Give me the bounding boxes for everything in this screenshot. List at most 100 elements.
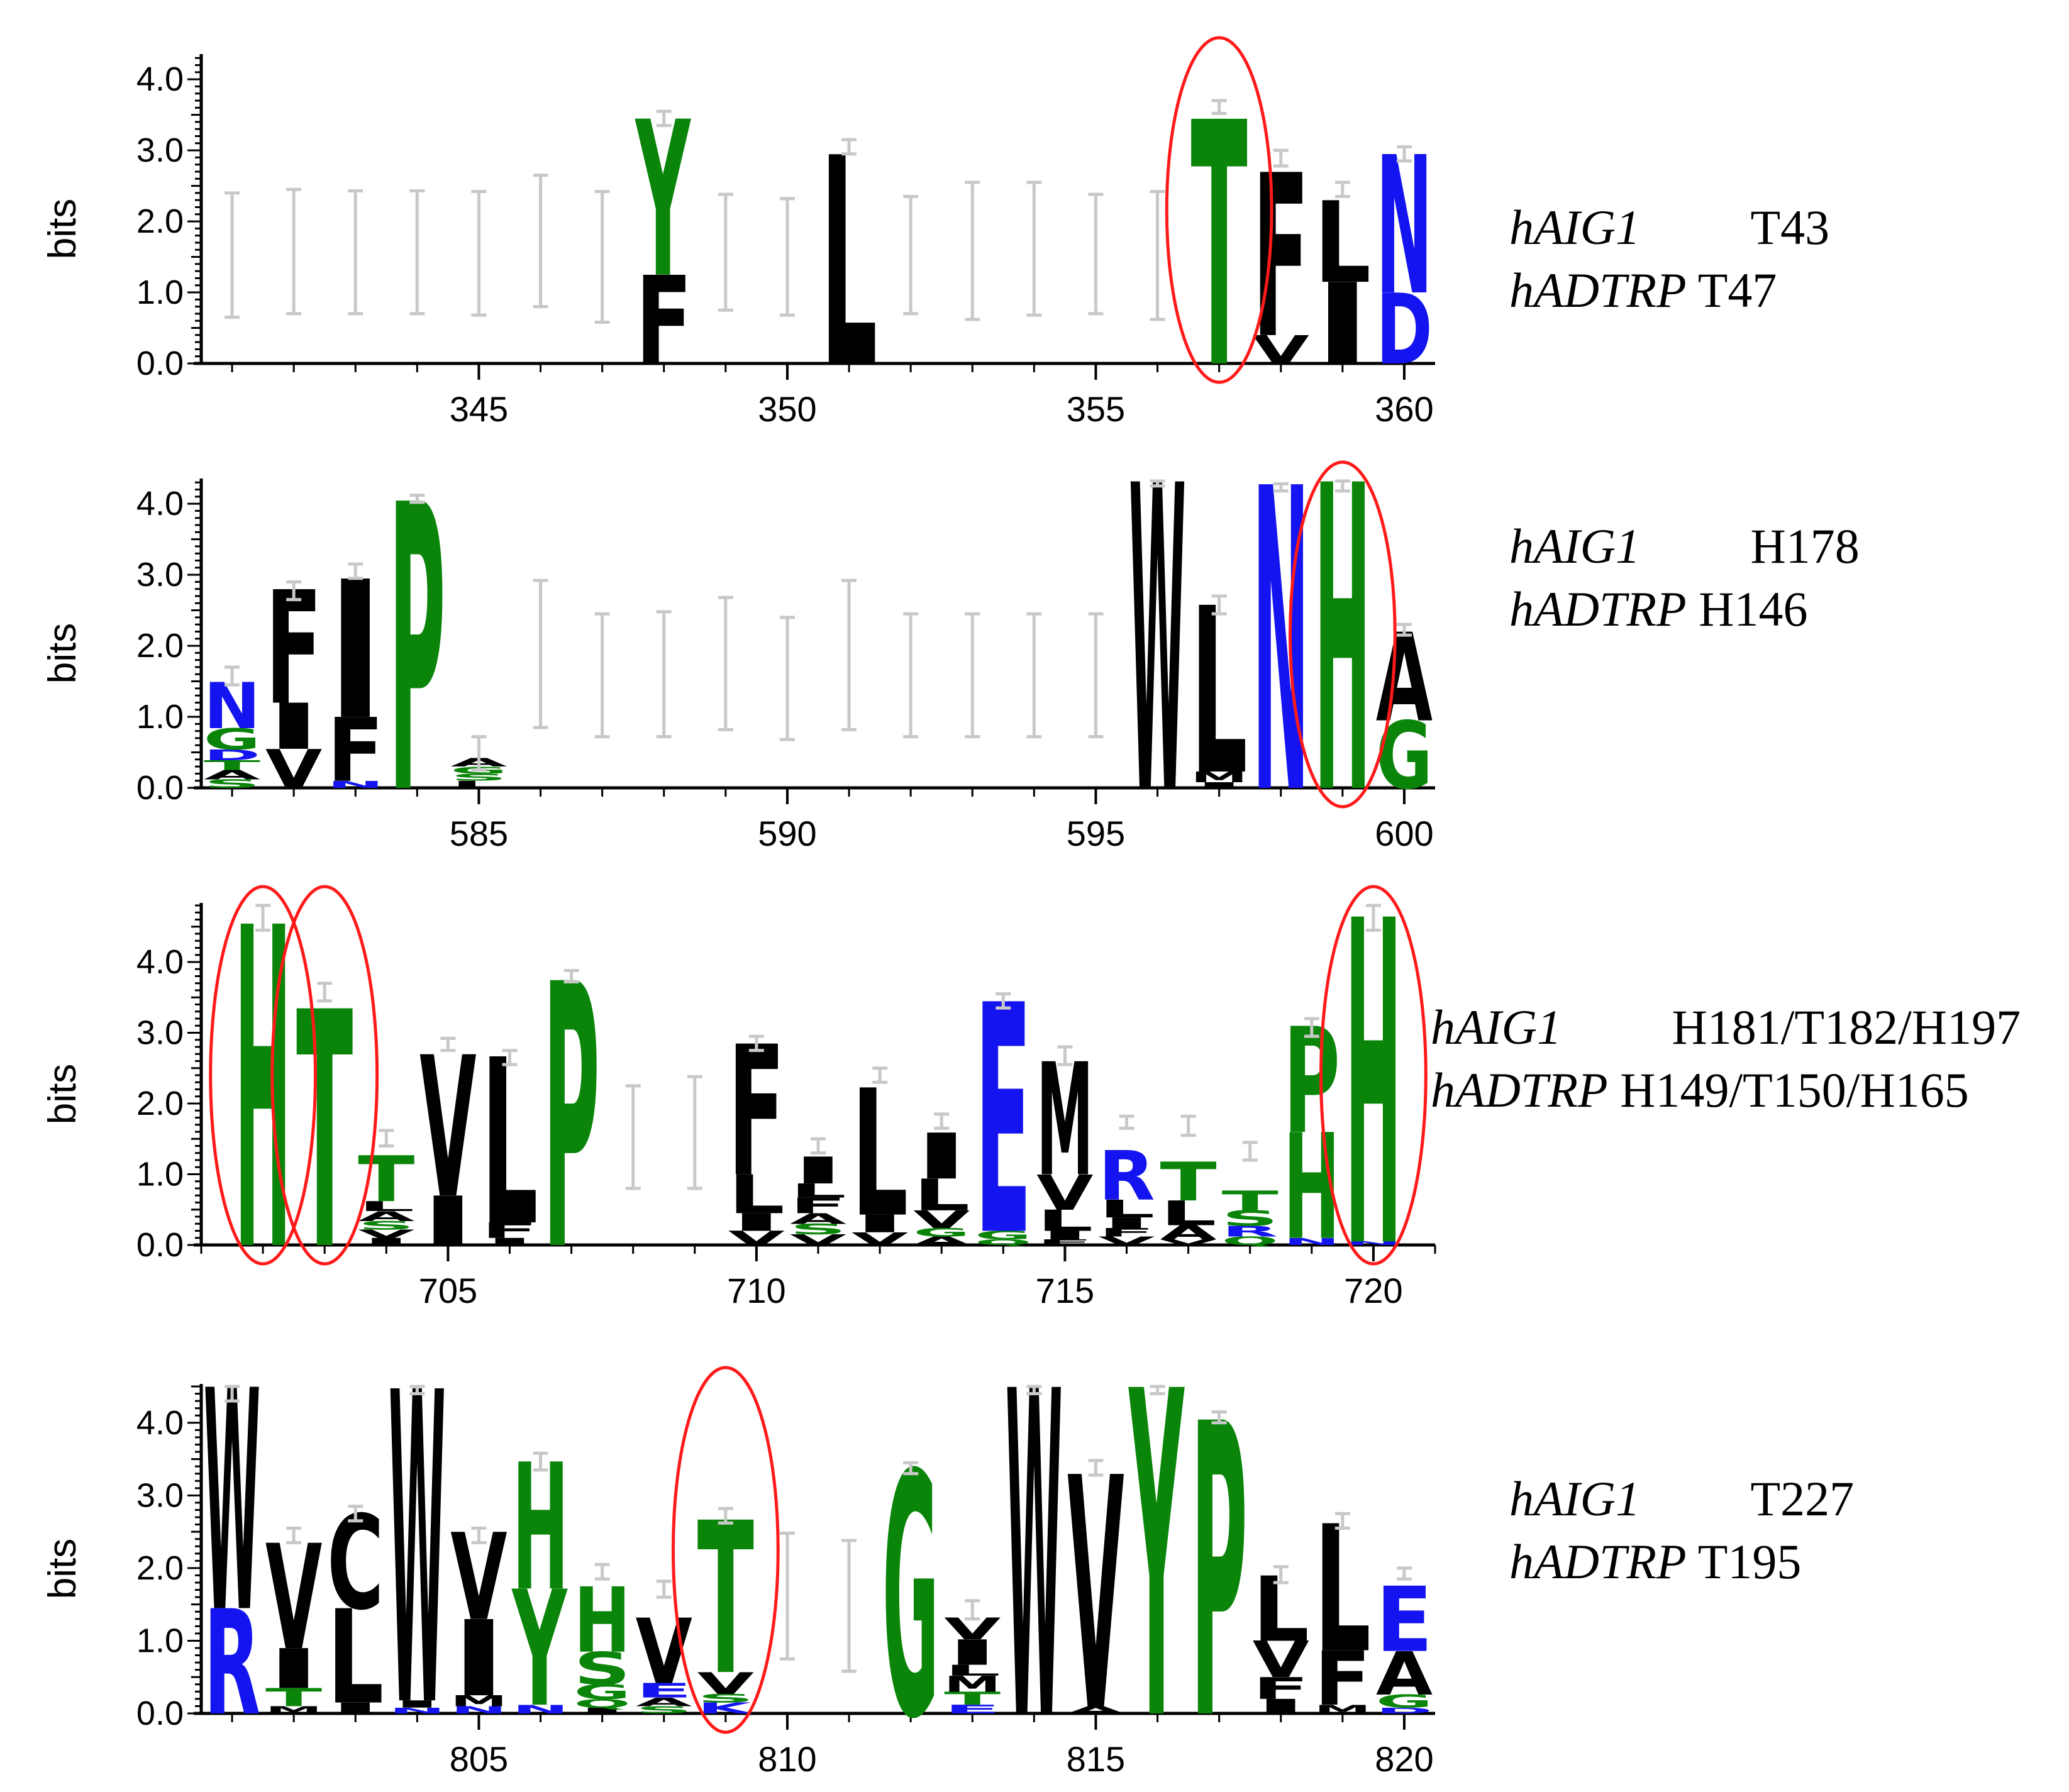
y-tick-label: 0.0 [136, 769, 184, 807]
error-bar [1304, 1017, 1319, 1038]
logo-letter-W: W [389, 1304, 445, 1792]
logo-letter-L: L [944, 1662, 1001, 1679]
logo-letter-F: F [790, 1193, 846, 1219]
logo-letter-S: S [574, 1643, 631, 1695]
y-tick-label: 1.0 [136, 1622, 184, 1659]
error-bar [1150, 479, 1165, 488]
logo-letter-V: V [636, 1600, 692, 1704]
error-bar [1396, 622, 1412, 637]
error-bar [1273, 1565, 1289, 1585]
logo-letter-I: I [1036, 1229, 1093, 1242]
logo-letter-F: F [1098, 1225, 1155, 1239]
y-tick-label: 0.0 [136, 1226, 184, 1264]
logo-letter-A: A [1376, 1639, 1433, 1709]
x-tick-label: 815 [1067, 1739, 1125, 1779]
y-tick-label: 3.0 [136, 131, 184, 169]
y-tick-label: 1.0 [136, 698, 184, 736]
x-tick-label: 360 [1375, 389, 1433, 429]
error-bar [965, 1599, 980, 1621]
y-axis-label: bits [41, 623, 84, 683]
logo-letter-I: I [1253, 1695, 1309, 1718]
error-bar [225, 1385, 240, 1403]
error-bar [286, 580, 302, 602]
logo-letter-A: A [204, 768, 261, 783]
y-tick-label: 1.0 [136, 274, 184, 311]
logo-letter-F: F [636, 251, 692, 392]
annotation-line: hADTRP H146 [1509, 582, 1808, 636]
logo-letter-V: V [1098, 1234, 1155, 1247]
error-bar [903, 195, 919, 316]
annotation-line: hAIG1 T227 [1509, 1471, 1854, 1526]
logo-letter-I: I [1191, 781, 1248, 790]
annotation-residues: H146 [1687, 582, 1808, 636]
highlight-ellipse [1288, 460, 1397, 809]
y-tick-label: 2.0 [136, 1085, 184, 1122]
error-bar [656, 1579, 672, 1599]
annotation-gene: hADTRP [1509, 263, 1687, 318]
x-tick-label: 715 [1036, 1271, 1094, 1310]
annotation-gene: hADTRP [1509, 582, 1687, 636]
logo-letter-I: I [389, 1698, 445, 1710]
y-tick-label: 3.0 [136, 556, 184, 594]
y-tick-label: 4.0 [136, 485, 184, 523]
error-bar [1211, 99, 1227, 115]
error-bar [533, 1451, 548, 1472]
x-tick-label: 590 [758, 814, 816, 853]
logo-letter-N: N [327, 779, 384, 790]
logo-letter-F: F [1314, 1635, 1371, 1723]
y-tick-label: 2.0 [136, 202, 184, 240]
logo-letter-L: L [1160, 1194, 1216, 1233]
annotation-residues: H178 [1640, 519, 1860, 573]
logo-letter-S: S [636, 1704, 692, 1715]
error-bar [718, 595, 733, 731]
y-tick-label: 3.0 [136, 1014, 184, 1052]
error-bar [1088, 192, 1104, 316]
logo-letter-S: S [1222, 1206, 1279, 1231]
logo-letter-I: I [790, 1149, 846, 1192]
x-tick-label: 600 [1375, 814, 1433, 853]
annotation-residues: T43 [1640, 200, 1829, 255]
error-bar [872, 1066, 888, 1084]
y-tick-label: 0.0 [136, 1695, 184, 1732]
error-bar [533, 578, 548, 729]
error-bar [1119, 1114, 1134, 1130]
logo-letter-I: I [419, 1183, 476, 1261]
logo-letter-Y: Y [1128, 1298, 1185, 1792]
logo-letter-G: G [1376, 702, 1433, 810]
logo-letter-Q: Q [1222, 1234, 1279, 1248]
highlight-ellipse [270, 885, 379, 1266]
error-bar [225, 665, 240, 687]
error-bar [1026, 612, 1042, 739]
error-bar [656, 109, 672, 128]
logo-letter-V: V [1036, 1165, 1093, 1222]
error-bar [996, 992, 1011, 1010]
error-bar [965, 612, 980, 739]
logo-letter-I: I [944, 1633, 1001, 1673]
logo-letter-G: G [574, 1681, 631, 1704]
x-tick-label: 355 [1067, 389, 1125, 429]
logo-letter-T: T [1191, 52, 1248, 443]
error-bar [718, 192, 733, 312]
logo-letter-N: N [512, 1703, 569, 1717]
logo-letter-L: L [450, 779, 507, 790]
logo-letter-L: L [913, 1170, 970, 1220]
error-bar [841, 578, 857, 731]
logo-letter-V: V [790, 1232, 846, 1249]
highlight-ellipse [209, 885, 317, 1266]
x-tick-label: 805 [450, 1739, 508, 1779]
error-bar [779, 1531, 795, 1661]
logo-letter-W: W [204, 1327, 260, 1680]
logo-letter-N: N [1284, 1236, 1340, 1247]
annotation-residues: T195 [1687, 1534, 1802, 1589]
logo-letter-I: I [450, 1599, 507, 1720]
logo-letter-D: D [1376, 274, 1433, 387]
logo-letter-M: M [944, 1671, 1001, 1697]
logo-letter-A: A [1160, 1222, 1216, 1244]
logo-letter-P: P [1191, 1340, 1248, 1792]
logo-letter-T: T [296, 944, 353, 1322]
error-bar [965, 180, 980, 321]
error-bar [471, 1526, 487, 1544]
logo-letter-H: H [1314, 398, 1371, 887]
